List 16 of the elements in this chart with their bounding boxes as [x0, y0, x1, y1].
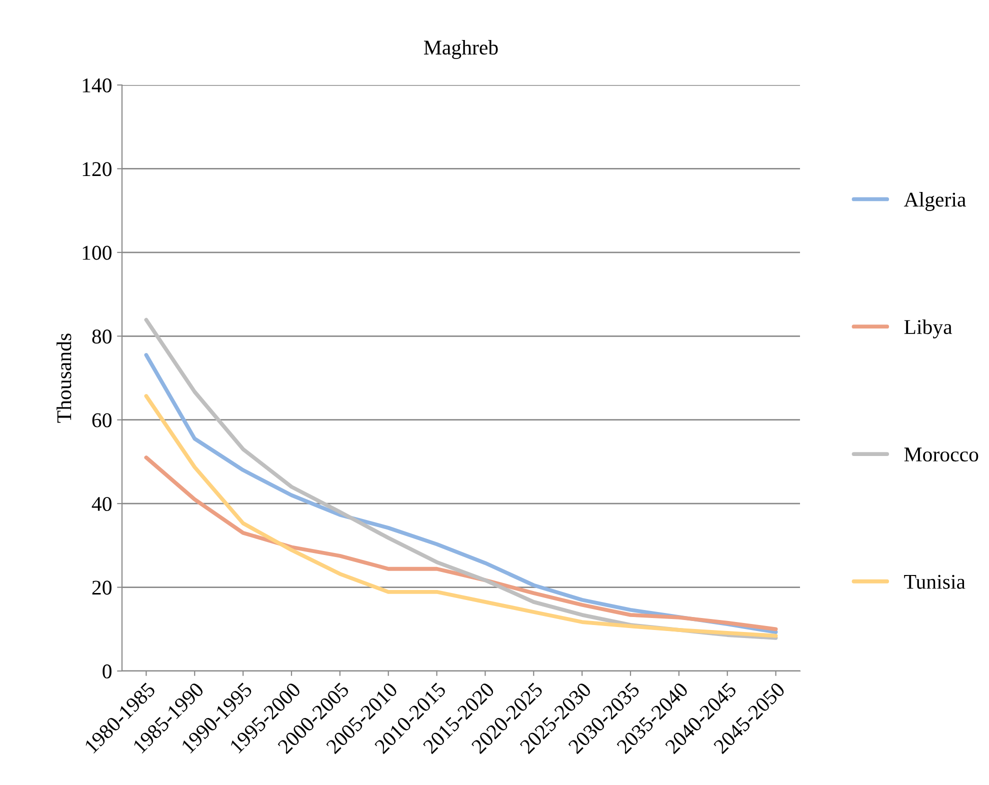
y-tick-label: 80 — [92, 330, 112, 344]
line-series — [144, 456, 778, 632]
y-tick-label: 40 — [92, 496, 112, 512]
y-tick-label: 20 — [92, 580, 112, 595]
legend-label: Algeria — [904, 192, 966, 211]
y-tick-label: 100 — [82, 246, 112, 260]
y-tick-label: 60 — [92, 413, 112, 428]
legend-label: Libya — [904, 319, 952, 338]
chart-title: Maghreb — [424, 40, 498, 59]
y-tick-label: 0 — [102, 664, 112, 678]
y-tick-label: 140 — [82, 78, 112, 92]
legend-label: Morocco — [904, 448, 978, 462]
legend-label: Tunisia — [904, 574, 966, 589]
line-series — [144, 394, 778, 638]
y-tick-label: 120 — [82, 162, 112, 176]
y-axis-title: Thousands — [56, 334, 72, 423]
